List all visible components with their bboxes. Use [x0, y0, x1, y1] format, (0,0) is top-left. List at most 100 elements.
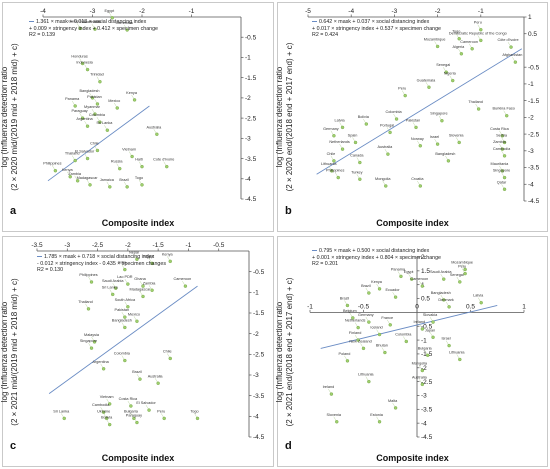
x-tick-label: -3 [90, 8, 96, 15]
point-label: Portugal [380, 123, 394, 127]
data-point [420, 382, 425, 387]
data-point [92, 340, 97, 344]
point-label: Bolivia [101, 416, 113, 420]
ylabel-line: log (Influenza detection ratio [275, 301, 284, 402]
point-label: Guatemala [417, 78, 436, 82]
data-point [75, 179, 80, 183]
point-label: Slovenia [449, 133, 464, 137]
point-label: Estonia [370, 413, 384, 417]
point-label: Mozambique [424, 37, 446, 41]
point-label: Madagascar [130, 287, 152, 291]
point-label: Philippines [43, 162, 61, 166]
y-tick-label: -4.5 [421, 434, 433, 441]
point-label: Myanmar [84, 105, 101, 109]
y-tick-label: -3.5 [421, 407, 433, 414]
data-point [123, 325, 127, 330]
x-tick-label: -3 [64, 242, 70, 249]
x-tick-label: -0.5 [358, 303, 370, 310]
data-point [123, 315, 127, 319]
point-label: Pakistan [406, 118, 421, 122]
point-label: Belgium [343, 309, 357, 313]
point-label: Jamaica [100, 178, 115, 182]
y-tick-label: -1.5 [245, 75, 257, 82]
fit-line [316, 48, 523, 175]
point-label: Togo [135, 176, 143, 180]
data-point [479, 300, 483, 305]
data-point [364, 122, 369, 126]
point-label: South Africa [115, 298, 136, 302]
equation-line: 1.361 × mask + 0.013 × social distancing… [36, 19, 147, 25]
data-point [459, 52, 464, 56]
equation-line: R2 = 0.130 [37, 267, 64, 274]
ylabel-line: log (Influenza detection ratio [0, 301, 9, 402]
data-point [123, 267, 127, 272]
data-point [418, 184, 423, 188]
data-point [68, 175, 72, 179]
data-point [442, 277, 446, 281]
equation-line: 1.785 × mask + 0.718 × social distancing… [44, 254, 155, 260]
data-point [140, 183, 144, 187]
ylabel-line: (2 × 2021 mid/(2019 mid + 2018 mid) + c) [10, 277, 19, 426]
data-point [85, 67, 90, 72]
ylabel-line: (2 × 2020 end/(2018 end + 2017 end) + c) [285, 42, 294, 192]
chart-panel-c: -3.5 -3 -2.5 -2 -1.5 -1 -0.5 -4.5 -4 -3.5 -3 -2.5 -2… [0, 236, 274, 467]
data-point [345, 359, 350, 363]
data-point [126, 305, 130, 309]
data-point [367, 291, 371, 295]
point-label: Afghanistan [502, 53, 522, 57]
data-point [85, 124, 90, 128]
point-label: Democratic Republic of the Congo [449, 31, 507, 35]
data-point [502, 187, 507, 191]
y-tick-label: -4 [245, 176, 251, 183]
x-tick-label: -5 [305, 8, 311, 15]
data-point [353, 140, 358, 145]
data-point [440, 119, 444, 123]
data-point [141, 284, 145, 288]
data-point [329, 392, 334, 396]
data-point [451, 78, 455, 83]
data-point [399, 274, 403, 279]
data-point [110, 16, 115, 20]
data-point [427, 85, 431, 89]
point-label: Vietnam [100, 395, 114, 399]
data-point [502, 140, 507, 145]
point-label: Slovenia [326, 413, 341, 417]
point-label: Ghana [134, 277, 146, 281]
data-point [132, 416, 136, 421]
equation-line: + 0.001 × stringency index + 0.804 × spe… [312, 254, 441, 261]
y-tick-label: -3 [245, 136, 251, 143]
fit-line [47, 105, 150, 182]
data-point [73, 104, 77, 108]
data-point [414, 125, 418, 130]
point-label: Trinidad [90, 73, 104, 77]
data-point [356, 338, 360, 342]
point-label: Sri Lanka [102, 285, 119, 289]
y-tick-label: -4 [421, 420, 427, 427]
x-tick-label: -4 [40, 8, 46, 15]
point-label: Singapore [493, 169, 510, 173]
ylabel-line: log (Influenza detection ratio [275, 66, 284, 168]
data-point [409, 277, 414, 281]
data-point [150, 288, 154, 292]
y-tick-label: -1 [245, 55, 251, 62]
data-point [505, 113, 509, 118]
point-label: Mexico [108, 99, 120, 103]
point-label: Togo [452, 30, 460, 34]
point-label: India [118, 261, 127, 265]
chart-c-panel-letter: c [10, 440, 17, 452]
point-label: Germany [358, 313, 374, 317]
equation-line: + 0.017 × stringency index + 0.537 × spe… [312, 25, 441, 32]
y-tick-label: 1 [528, 14, 532, 21]
y-tick-label: 1.5 [421, 268, 430, 275]
ylabel-line: (2 × 2020 mid/(2019 mid + 2018 mid) + c) [10, 43, 19, 191]
chart-b-svg: -5 -4 -3 -2 -1 -4.5 -4 -3.5 -3 -2.5 -2 -1.5 -1 -0.5 0.… [305, 8, 539, 205]
point-label: Spain [348, 133, 358, 137]
point-label: Zambia [493, 140, 507, 144]
data-point [479, 28, 483, 32]
y-tick-label: -0.5 [253, 269, 265, 276]
point-label: Lithuania [321, 162, 337, 166]
data-point [111, 292, 115, 297]
chart-a-xlabel: Composite index [101, 218, 175, 228]
point-label: Australia [148, 374, 164, 378]
chart-c-ylabel: log (Influenza detection ratio (2 × 2021 … [0, 237, 19, 466]
